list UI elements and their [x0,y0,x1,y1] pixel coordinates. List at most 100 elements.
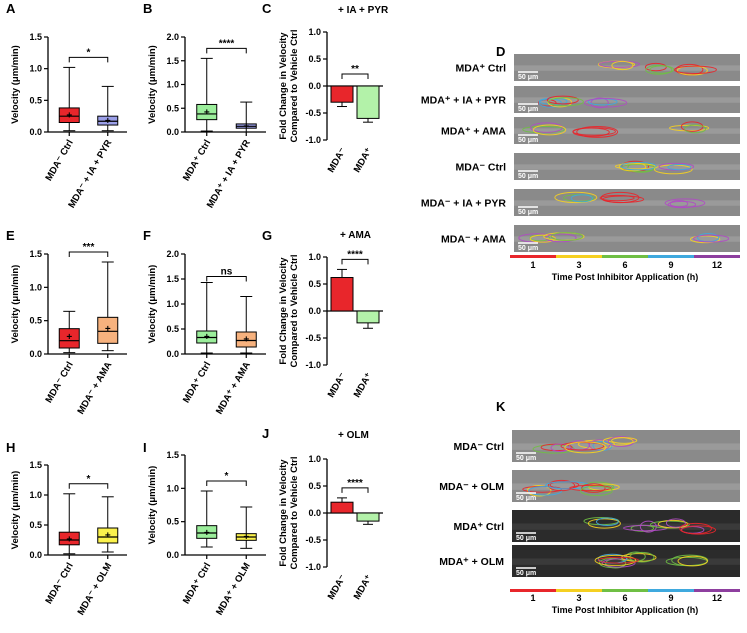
chart-title-G: + AMA [340,230,371,241]
timebar-tick-label: 1 [530,260,535,270]
chart-title-J: + OLM [338,430,369,441]
cell-outline [681,525,717,535]
channel-band [512,558,740,565]
timebar-segment [694,255,740,258]
y-tick-label-B: 1.0 [166,80,179,90]
y-axis-title-E: Velocity (μm/min) [10,265,21,344]
y-tick-label-F: 1.5 [166,274,179,284]
cell-outline [584,97,628,108]
cell-outline [546,95,579,105]
panel-label-F: F [143,228,151,243]
y-tick-label-J: 0.0 [308,508,321,518]
channel-band [512,483,740,490]
channel-band [514,200,740,206]
cell-outline [673,65,717,74]
cell-outline [569,484,612,492]
box-A-0 [58,107,80,124]
cell-outline [611,437,638,444]
x-tick-label-J: MDA⁺ [352,573,375,602]
bar-C-0 [330,85,354,103]
sig-H-label: * [87,474,91,485]
cell-outline [677,555,708,567]
cell-tracks [532,436,638,454]
cell-outline [667,164,692,171]
bar-J-0 [330,501,354,514]
panel-label-I: I [143,440,147,455]
row-label-K-3: MDA⁺ + OLM [439,556,504,568]
x-tick-label-A: MDA⁻ Ctrl [43,138,75,183]
row-label-D-0: MDA⁺ Ctrl [456,63,507,75]
sig-G-label: **** [347,249,363,260]
x-tick-label-C: MDA⁺ [352,146,375,175]
x-tick-label-A: MDA⁻ + IA + PYR [66,138,114,210]
channel-band [514,97,740,103]
sig-B-label: **** [219,38,235,49]
y-tick-label-C: -1.0 [305,135,321,145]
cell-outline [665,518,686,528]
cell-tracks [522,121,710,138]
bar-C-1 [356,85,380,119]
y-tick-label-C: -0.5 [305,108,321,118]
cell-outline [645,64,673,75]
cell-outline [594,554,637,566]
scale-bar-label: 50 μm [518,173,538,180]
cell-outline [550,443,569,452]
y-tick-label-A: 0.0 [29,127,42,137]
panel-label-J: J [262,426,269,441]
row-label-D-4: MDA⁻ + IA + PYR [421,198,507,210]
x-tick-label-B: MDA⁺ Ctrl [181,138,213,183]
x-tick-label-F: MDA⁺ + AMA [214,360,253,417]
channel-band [514,65,740,71]
cell-outline [538,98,562,108]
timebar-segment [556,255,602,258]
panel-label-H: H [6,440,15,455]
channel-band [514,164,740,170]
panel-label-B: B [143,1,152,16]
cell-outline [602,436,634,446]
mean-marker: + [105,324,111,335]
y-tick-label-H: 0.5 [29,520,42,530]
channel-band [514,128,740,134]
timebar-segment [602,255,648,258]
cell-outline [550,232,584,241]
cell-outline [595,517,619,527]
y-tick-label-E: 1.0 [29,282,42,292]
cell-outline [664,198,706,208]
y-tick-label-B: 0.0 [166,127,179,137]
sig-I-bracket [206,480,247,486]
cell-tracks [522,479,620,497]
sig-F-label: ns [221,267,233,278]
timebar-tick-label: 6 [622,260,627,270]
mean-marker: + [105,531,111,542]
y-axis-title-J: Compared to Vehicle Ctrl [289,457,300,570]
sig-A-bracket [68,56,109,63]
cell-outline [576,125,619,138]
panel-label-D: D [496,44,505,59]
x-tick-label-H: MDA⁻ Ctrl [43,561,75,606]
y-tick-label-J: -1.0 [305,562,321,572]
scale-bar-label: 50 μm [518,106,538,113]
bar-G-0 [330,277,354,312]
y-axis-title-J: Fold Change in Velocity [278,459,289,567]
y-axis-title-I: Velocity (μm/min) [147,466,158,545]
row-label-K-1: MDA⁻ + OLM [439,481,504,493]
cell-outline [554,191,598,204]
timebar-tick-label: 3 [576,260,581,270]
mean-marker: + [204,528,210,539]
row-label-D-2: MDA⁺ + AMA [441,126,506,138]
y-tick-label-I: 1.5 [166,450,179,460]
cell-outline [590,97,609,109]
y-tick-label-H: 1.0 [29,490,42,500]
panel-label-C: C [262,1,272,16]
channel-band [512,443,740,450]
timebar-tick-label: 12 [712,593,722,603]
row-label-D-1: MDA⁺ + IA + PYR [421,95,507,107]
x-tick-label-H: MDA⁻ + OLM [76,561,115,617]
y-tick-label-E: 1.5 [29,249,42,259]
cell-outline [644,62,667,72]
cell-outline [530,122,563,133]
box-E-1 [97,316,119,344]
mean-marker: + [105,116,111,127]
scale-bar-label: 50 μm [516,535,536,542]
